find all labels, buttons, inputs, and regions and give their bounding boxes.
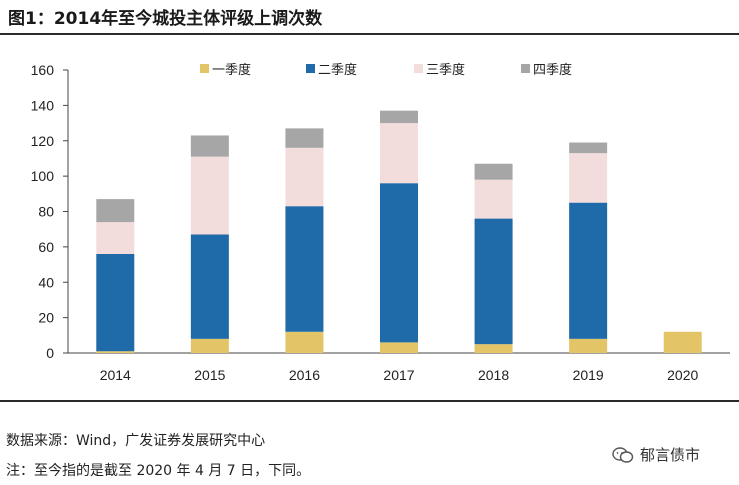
y-tick-label: 80 xyxy=(38,204,54,220)
bar-segment-3 xyxy=(285,147,324,207)
bar-segment-2 xyxy=(569,202,608,339)
x-tick-label: 2016 xyxy=(289,367,320,383)
y-tick-label: 100 xyxy=(31,168,55,184)
bar-segment-3 xyxy=(190,156,229,235)
bar-segment-4 xyxy=(569,142,608,154)
bar-segment-1 xyxy=(569,338,608,353)
y-tick-label: 60 xyxy=(38,239,54,255)
bar-segment-1 xyxy=(96,351,135,353)
source-note: 数据来源：Wind，广发证券发展研究中心 xyxy=(6,433,266,449)
y-tick-label: 140 xyxy=(31,97,55,113)
x-tick-label: 2014 xyxy=(100,367,131,383)
bar-segment-1 xyxy=(474,344,513,353)
bar-segment-1 xyxy=(663,331,702,353)
legend-label: 一季度 xyxy=(212,62,251,78)
bar-segment-3 xyxy=(474,179,513,219)
bar-segment-3 xyxy=(96,222,135,254)
bar-segment-4 xyxy=(380,110,418,124)
chart-title: 图1：2014年至今城投主体评级上调次数 xyxy=(8,9,323,29)
bar-segment-1 xyxy=(380,342,418,353)
x-tick-label: 2015 xyxy=(194,367,225,383)
title-rule xyxy=(0,33,739,35)
bar-segment-3 xyxy=(380,123,418,184)
bar-segment-4 xyxy=(96,199,135,223)
bar-segment-1 xyxy=(285,331,324,353)
y-tick-label: 160 xyxy=(31,62,55,78)
y-tick-label: 120 xyxy=(31,133,55,149)
bar-segment-2 xyxy=(474,218,513,345)
brand-name: 郁言债市 xyxy=(640,446,701,464)
legend-swatch xyxy=(414,64,423,73)
x-tick-label: 2020 xyxy=(667,367,698,383)
x-tick-label: 2017 xyxy=(383,367,414,383)
y-tick-label: 20 xyxy=(38,310,54,326)
bar-segment-2 xyxy=(285,206,324,332)
y-tick-label: 0 xyxy=(46,345,54,361)
bar-segment-4 xyxy=(285,128,324,148)
legend-swatch xyxy=(306,64,315,73)
bar-segment-4 xyxy=(190,135,229,157)
stacked-bar-chart: 0 20 40 60 80 100 120 140 160 2014 2015 2016 2017 201… xyxy=(31,62,730,383)
bar-segment-3 xyxy=(569,153,608,203)
legend-swatch xyxy=(200,64,209,73)
footer-rule xyxy=(0,400,739,402)
bar-segment-2 xyxy=(380,183,418,343)
legend-label: 二季度 xyxy=(318,62,357,78)
legend-swatch xyxy=(521,64,530,73)
y-tick-label: 40 xyxy=(38,274,54,290)
wechat-icon xyxy=(612,446,634,463)
bar-segment-2 xyxy=(96,253,135,352)
bar-segment-2 xyxy=(190,234,229,339)
legend-label: 四季度 xyxy=(533,62,572,78)
brand-watermark: 郁言债市 xyxy=(612,444,700,465)
bar-segment-1 xyxy=(190,338,229,353)
legend-label: 三季度 xyxy=(426,62,465,78)
bar-segment-4 xyxy=(474,163,513,180)
x-tick-label: 2018 xyxy=(478,367,509,383)
x-tick-label: 2019 xyxy=(573,367,604,383)
footnote: 注：至今指的是截至 2020 年 4 月 7 日，下同。 xyxy=(6,463,311,479)
